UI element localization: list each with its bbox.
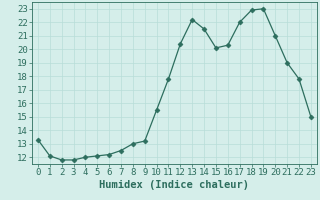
- X-axis label: Humidex (Indice chaleur): Humidex (Indice chaleur): [100, 180, 249, 190]
